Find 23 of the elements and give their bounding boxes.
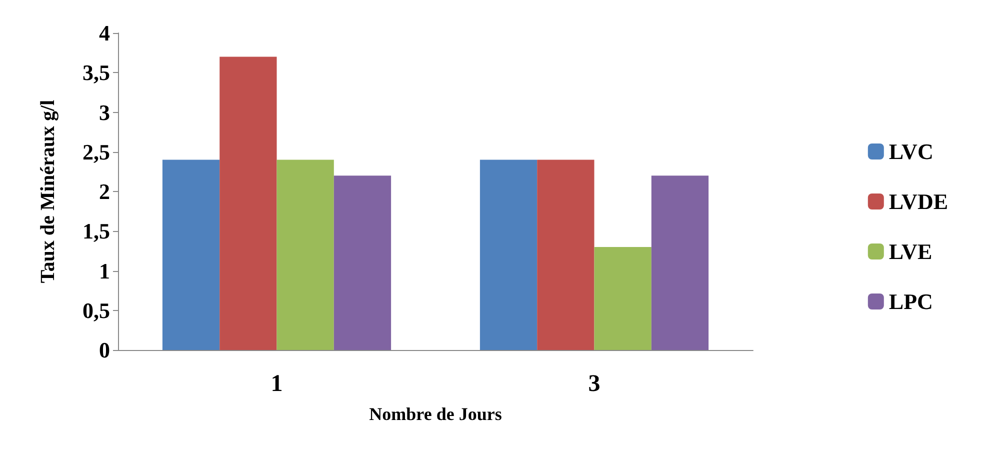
legend-label: LVC xyxy=(888,139,934,164)
y-tick-label: 1,5 xyxy=(82,218,110,244)
legend-label: LVDE xyxy=(888,189,948,214)
y-tick-label: 3,5 xyxy=(82,60,110,86)
bar xyxy=(162,160,220,350)
bar xyxy=(537,160,594,350)
bar xyxy=(651,176,709,350)
y-axis-title: Taux de Minéraux g/l xyxy=(37,99,59,284)
bar xyxy=(480,160,538,350)
bar xyxy=(220,56,277,350)
y-tick-label: 2,5 xyxy=(82,139,110,164)
x-axis-title: Nombre de Jours xyxy=(369,404,502,424)
y-tick-label: 3 xyxy=(99,100,110,125)
y-tick-label: 4 xyxy=(99,20,110,46)
legend-label: LVE xyxy=(888,239,932,264)
bar xyxy=(594,246,652,350)
y-tick-label: 0 xyxy=(99,338,110,362)
bar xyxy=(276,160,334,350)
y-tick-label: 2 xyxy=(99,179,110,204)
legend-label: LPC xyxy=(888,289,933,314)
y-tick-label: 1 xyxy=(99,258,110,284)
y-tick-label: 0,5 xyxy=(82,298,110,323)
bar xyxy=(334,176,392,350)
